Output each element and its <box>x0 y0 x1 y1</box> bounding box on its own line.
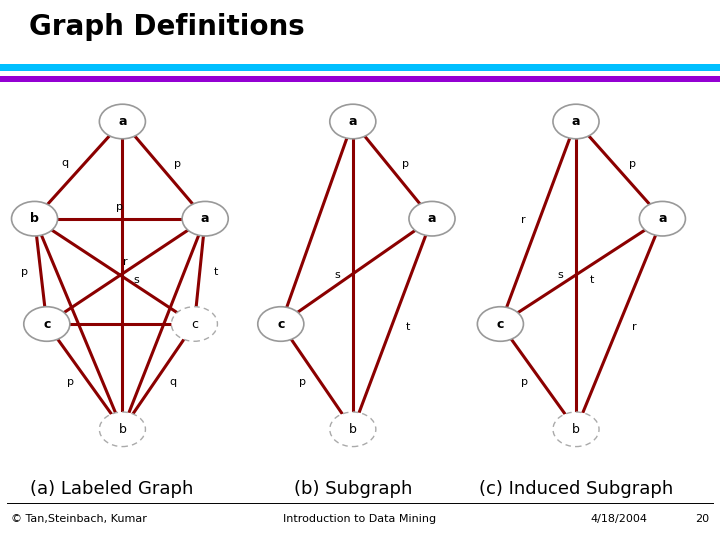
Text: b: b <box>119 423 126 436</box>
Text: t: t <box>213 267 217 277</box>
Text: b: b <box>349 423 356 436</box>
Circle shape <box>330 412 376 447</box>
Text: s: s <box>557 271 563 280</box>
Bar <box>0 64 720 71</box>
Text: q: q <box>169 377 176 387</box>
Text: q: q <box>62 158 69 168</box>
Circle shape <box>99 104 145 139</box>
Text: p: p <box>402 159 410 169</box>
Text: 4/18/2004: 4/18/2004 <box>590 515 647 524</box>
Text: r: r <box>632 322 636 333</box>
Text: Graph Definitions: Graph Definitions <box>29 13 305 41</box>
Text: t: t <box>405 322 410 332</box>
Text: c: c <box>43 318 50 330</box>
Text: c: c <box>277 318 284 330</box>
Text: r: r <box>521 214 526 225</box>
Text: p: p <box>22 267 28 278</box>
Text: c: c <box>191 318 198 330</box>
Text: Introduction to Data Mining: Introduction to Data Mining <box>284 515 436 524</box>
Circle shape <box>409 201 455 236</box>
Text: t: t <box>177 322 181 332</box>
Text: © Tan,Steinbach, Kumar: © Tan,Steinbach, Kumar <box>11 515 147 524</box>
Circle shape <box>258 307 304 341</box>
Text: (c) Induced Subgraph: (c) Induced Subgraph <box>479 480 673 498</box>
Circle shape <box>330 104 376 139</box>
Text: b: b <box>572 423 580 436</box>
Text: p: p <box>521 377 528 387</box>
Circle shape <box>171 307 217 341</box>
Circle shape <box>12 201 58 236</box>
Text: (a) Labeled Graph: (a) Labeled Graph <box>30 480 193 498</box>
Circle shape <box>182 201 228 236</box>
Text: p: p <box>67 377 74 387</box>
Circle shape <box>24 307 70 341</box>
Text: b: b <box>30 212 39 225</box>
Text: p: p <box>629 159 636 168</box>
Text: a: a <box>658 212 667 225</box>
Text: r: r <box>122 258 127 267</box>
Text: (b) Subgraph: (b) Subgraph <box>294 480 412 498</box>
Text: c: c <box>497 318 504 330</box>
Text: a: a <box>428 212 436 225</box>
Circle shape <box>553 104 599 139</box>
Circle shape <box>639 201 685 236</box>
Circle shape <box>99 412 145 447</box>
Text: a: a <box>348 115 357 128</box>
Text: p: p <box>300 377 306 387</box>
Circle shape <box>553 412 599 447</box>
Bar <box>0 76 720 82</box>
Text: t: t <box>590 275 594 285</box>
Text: a: a <box>201 212 210 225</box>
Text: a: a <box>572 115 580 128</box>
Text: s: s <box>334 271 340 280</box>
Text: a: a <box>118 115 127 128</box>
Text: p: p <box>174 159 181 168</box>
Text: s: s <box>134 275 140 285</box>
Text: 20: 20 <box>695 515 709 524</box>
Text: p: p <box>117 202 123 212</box>
Circle shape <box>477 307 523 341</box>
Text: r: r <box>61 322 66 333</box>
